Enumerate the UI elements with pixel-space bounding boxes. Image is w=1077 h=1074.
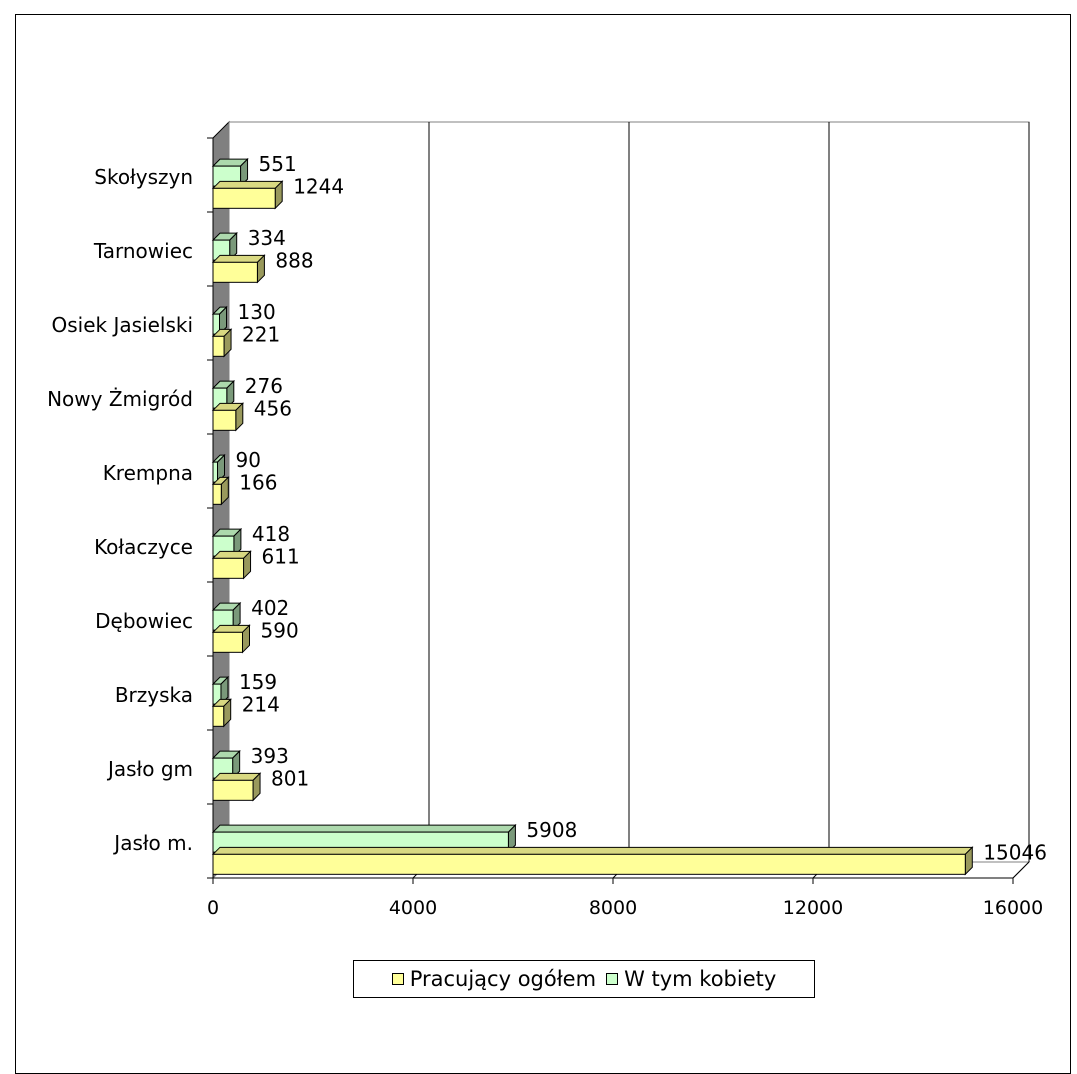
bar-front bbox=[212, 557, 245, 579]
bar-w-tym-kobiety-nowy-zmigrod bbox=[211, 379, 236, 410]
data-label-w-tym-kobiety-jas-o-m: 5908 bbox=[526, 818, 577, 842]
legend-label-kobiety: W tym kobiety bbox=[624, 967, 777, 991]
data-label-pracujacy-ogo-em-jas-o-m: 15046 bbox=[983, 840, 1047, 864]
x-tick-label: 16000 bbox=[983, 897, 1043, 919]
data-label-w-tym-kobiety-jas-o-gm: 393 bbox=[251, 744, 289, 768]
category-label-sko-yszyn: Skołyszyn bbox=[94, 165, 193, 189]
category-label-brzyska: Brzyska bbox=[115, 683, 193, 707]
x-axis-ticks: 0 4000 8000 12000 16000 bbox=[207, 878, 1043, 919]
bars bbox=[211, 157, 974, 876]
data-label-pracujacy-ogo-em-debowiec: 590 bbox=[261, 618, 299, 642]
legend-swatch-pracujacy bbox=[391, 973, 404, 985]
category-label-krempna: Krempna bbox=[103, 461, 193, 485]
category-label-ko-aczyce: Kołaczyce bbox=[94, 535, 193, 559]
category-label-debowiec: Dębowiec bbox=[95, 609, 193, 633]
category-label-jas-o-m: Jasło m. bbox=[112, 831, 193, 855]
category-label-jas-o-gm: Jasło gm bbox=[106, 757, 193, 781]
bar-front bbox=[212, 261, 258, 283]
bar-front bbox=[212, 187, 276, 209]
data-label-pracujacy-ogo-em-ko-aczyce: 611 bbox=[262, 544, 300, 568]
legend-item-series-1: W tym kobiety bbox=[606, 967, 776, 991]
bar-top bbox=[211, 824, 517, 833]
data-label-w-tym-kobiety-nowy-zmigrod: 276 bbox=[245, 374, 283, 398]
x-tick-label: 0 bbox=[207, 897, 219, 919]
gridline-floor bbox=[1012, 861, 1030, 879]
data-label-pracujacy-ogo-em-nowy-zmigrod: 456 bbox=[254, 396, 292, 420]
bar-w-tym-kobiety-ko-aczyce bbox=[211, 527, 243, 558]
data-label-pracujacy-ogo-em-jas-o-gm: 801 bbox=[271, 766, 309, 790]
bar-top bbox=[211, 254, 266, 263]
data-label-w-tym-kobiety-tarnowiec: 334 bbox=[248, 226, 286, 250]
chart-frame bbox=[15, 14, 1071, 1074]
data-label-w-tym-kobiety-krempna: 90 bbox=[236, 448, 261, 472]
bar-pracujacy-ogo-em-jas-o-m bbox=[211, 846, 974, 876]
bar-pracujacy-ogo-em-brzyska bbox=[211, 698, 232, 728]
category-labels: Jasło m. Jasło gm Brzyska Dębowiec Kołaczyce… bbox=[47, 165, 193, 855]
bar-pracujacy-ogo-em-krempna bbox=[211, 476, 230, 506]
gridlines bbox=[412, 122, 1030, 879]
x-tick-label: 4000 bbox=[389, 897, 437, 919]
x-tick-label: 12000 bbox=[783, 897, 843, 919]
data-label-w-tym-kobiety-sko-yszyn: 551 bbox=[259, 152, 297, 176]
bar-top bbox=[211, 180, 284, 189]
bar-front bbox=[212, 631, 243, 653]
data-label-pracujacy-ogo-em-sko-yszyn: 1244 bbox=[293, 174, 344, 198]
bar-pracujacy-ogo-em-debowiec bbox=[211, 624, 251, 654]
legend: Pracujący ogółem W tym kobiety bbox=[353, 960, 815, 998]
data-label-w-tym-kobiety-brzyska: 159 bbox=[239, 670, 277, 694]
x-tick-label: 8000 bbox=[589, 897, 637, 919]
chart-walls bbox=[207, 120, 1031, 880]
bar-pracujacy-ogo-em-ko-aczyce bbox=[211, 550, 252, 580]
category-label-nowy-zmigrod: Nowy Żmigród bbox=[47, 387, 193, 411]
bar-pracujacy-ogo-em-sko-yszyn bbox=[211, 180, 284, 210]
bar-front bbox=[212, 779, 254, 801]
bar-front bbox=[212, 335, 225, 357]
category-label-osiek-jasielski: Osiek Jasielski bbox=[51, 313, 193, 337]
bar-front bbox=[212, 409, 237, 431]
category-label-tarnowiec: Tarnowiec bbox=[93, 239, 193, 263]
bar-pracujacy-ogo-em-osiek-jasielski bbox=[211, 328, 233, 358]
data-label-w-tym-kobiety-ko-aczyce: 418 bbox=[252, 522, 290, 546]
bar-front bbox=[212, 461, 218, 483]
data-label-pracujacy-ogo-em-brzyska: 214 bbox=[242, 692, 280, 716]
data-label-pracujacy-ogo-em-tarnowiec: 888 bbox=[275, 248, 313, 272]
legend-item-series-0: Pracujący ogółem bbox=[391, 967, 597, 991]
bar-pracujacy-ogo-em-tarnowiec bbox=[211, 254, 266, 284]
bar-front bbox=[212, 853, 966, 875]
bar-pracujacy-ogo-em-nowy-zmigrod bbox=[211, 402, 245, 432]
bar-pracujacy-ogo-em-jas-o-gm bbox=[211, 772, 262, 802]
bar-top bbox=[211, 846, 974, 855]
bar-front bbox=[212, 705, 225, 727]
data-label-pracujacy-ogo-em-osiek-jasielski: 221 bbox=[242, 322, 280, 346]
legend-swatch-kobiety bbox=[606, 973, 619, 985]
legend-label-pracujacy: Pracujący ogółem bbox=[409, 967, 597, 991]
data-label-w-tym-kobiety-osiek-jasielski: 130 bbox=[238, 300, 276, 324]
bar-top bbox=[211, 772, 262, 781]
bar-w-tym-kobiety-osiek-jasielski bbox=[211, 305, 228, 336]
bar-front bbox=[212, 483, 222, 505]
data-label-w-tym-kobiety-debowiec: 402 bbox=[251, 596, 289, 620]
data-label-pracujacy-ogo-em-krempna: 166 bbox=[239, 470, 277, 494]
